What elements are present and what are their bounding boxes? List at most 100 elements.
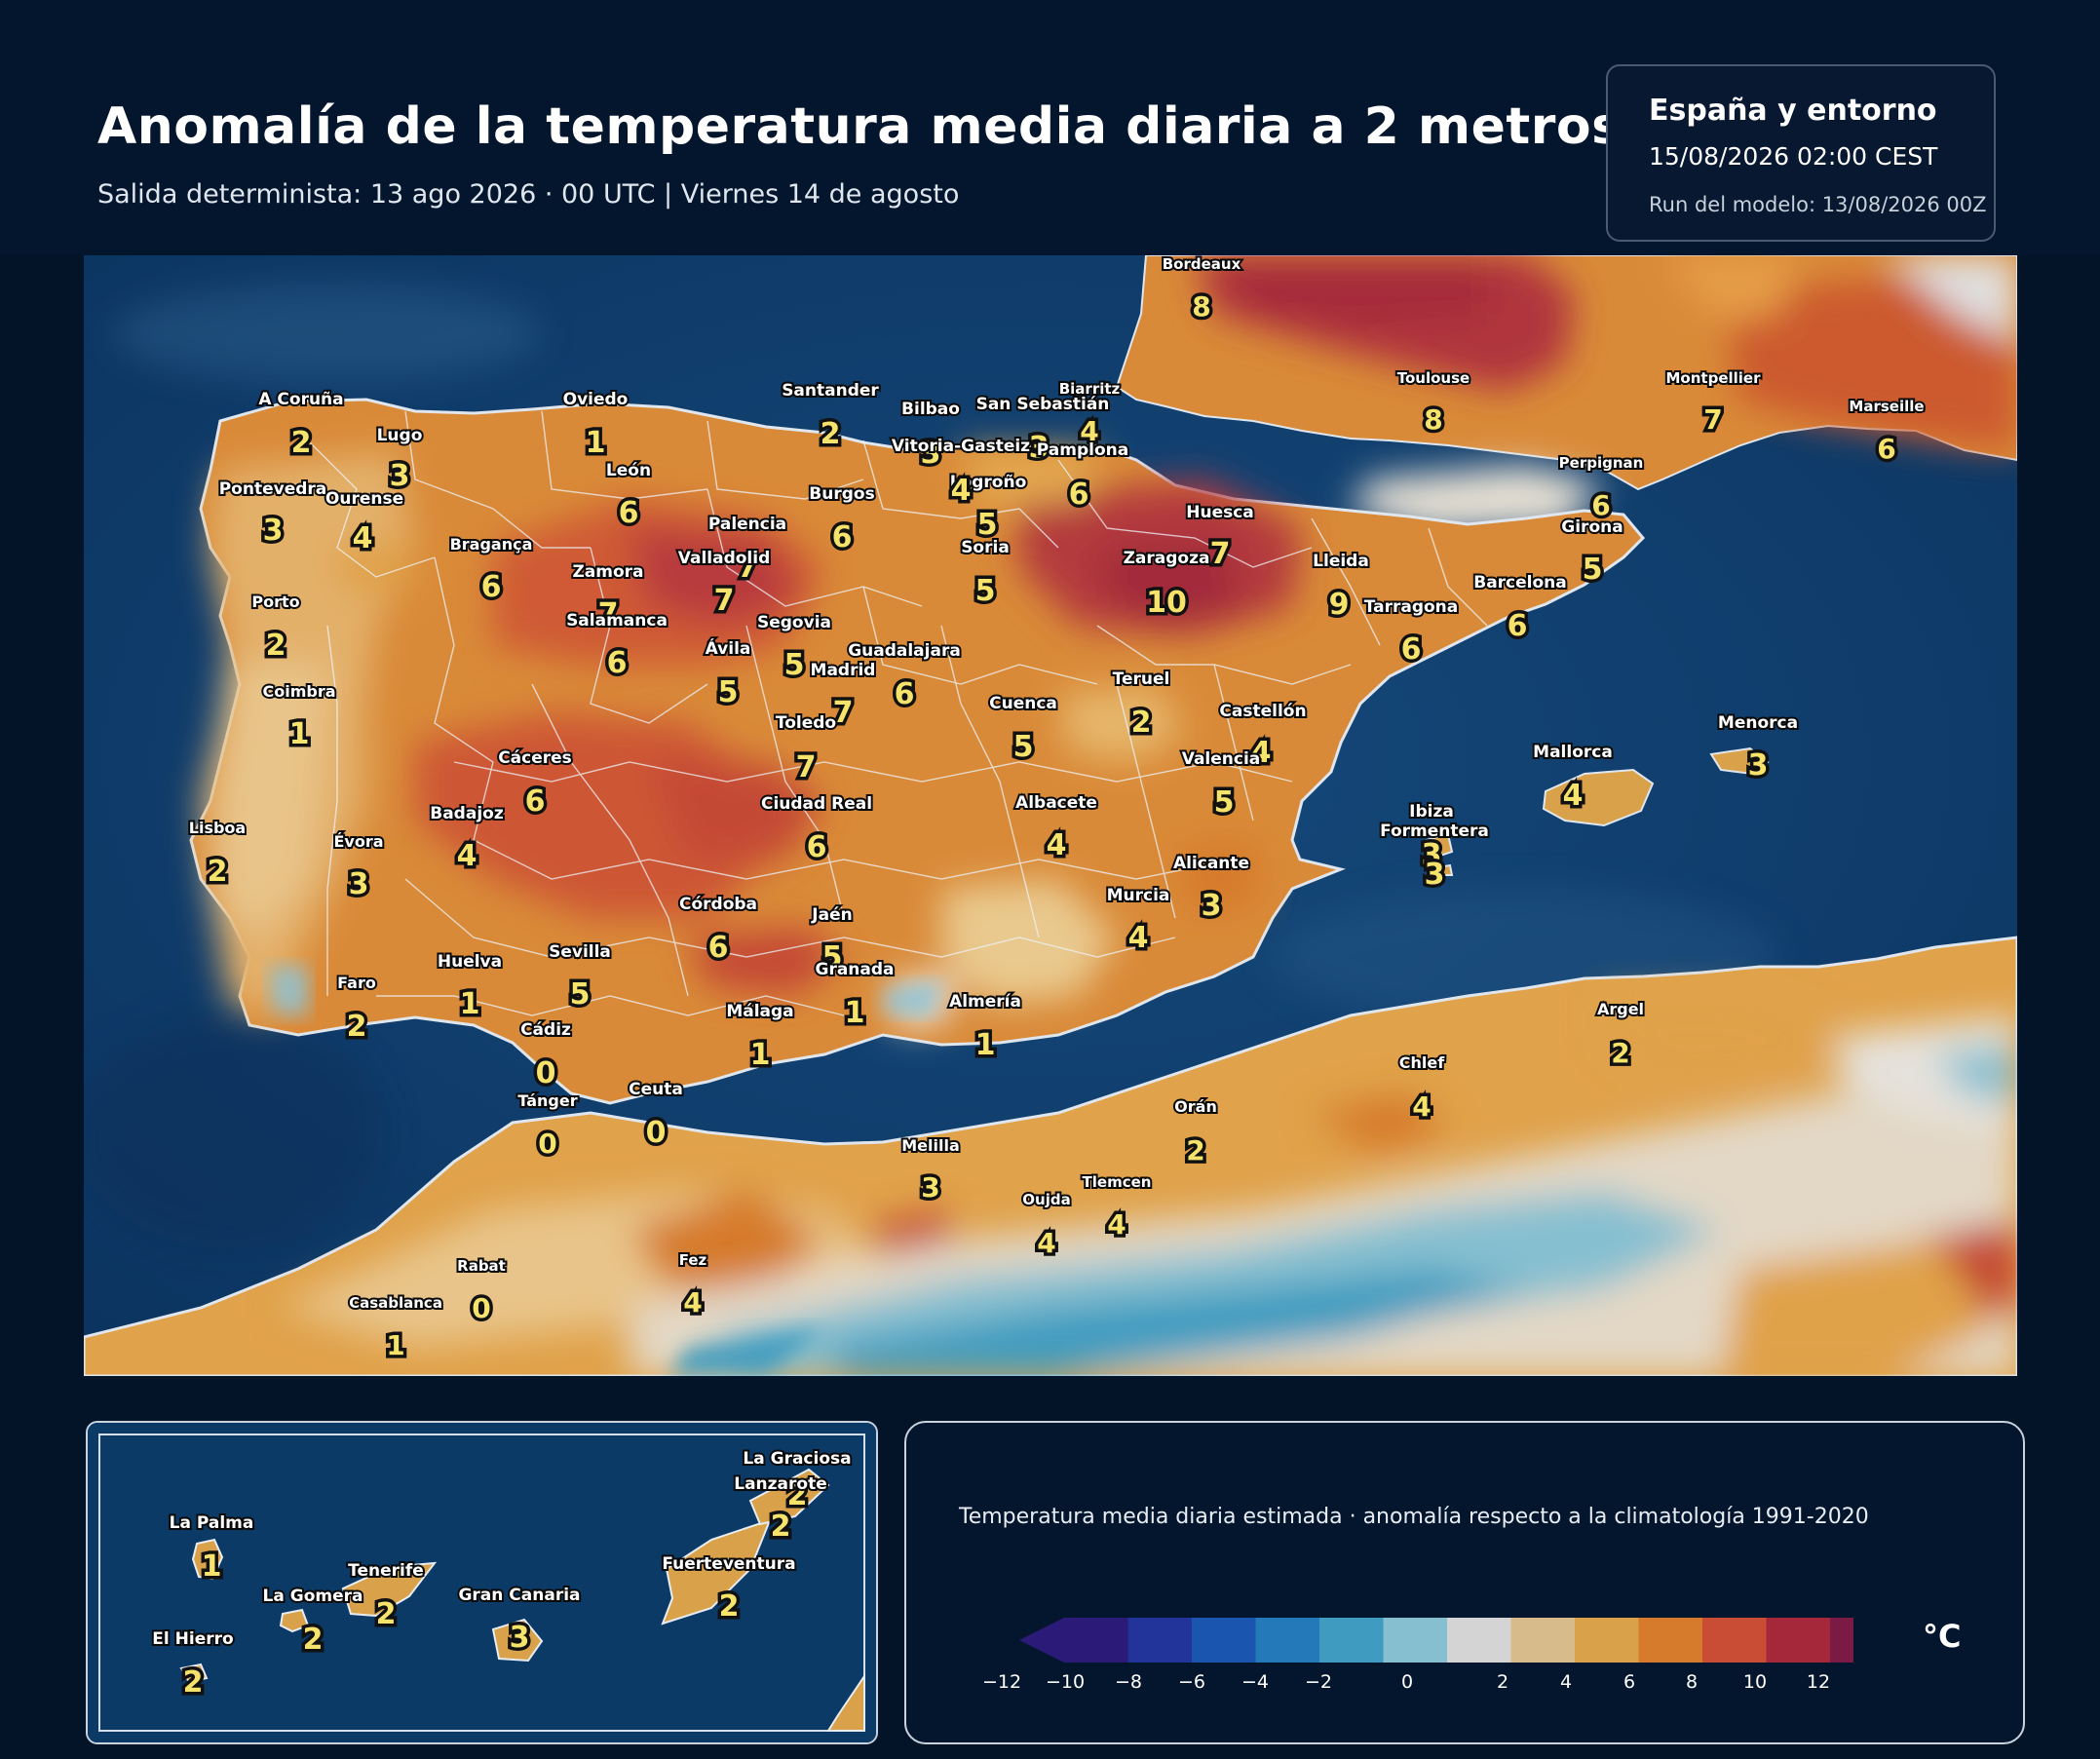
svg-text:3: 3 bbox=[921, 437, 941, 471]
place-mallorca: Mallorca 4 bbox=[1531, 741, 1615, 817]
svg-text:3: 3 bbox=[921, 1171, 939, 1204]
svg-text:Fez: Fez bbox=[679, 1251, 707, 1269]
svg-text:2: 2 bbox=[1131, 706, 1152, 740]
svg-text:6: 6 bbox=[832, 520, 853, 554]
svg-text:10: 10 bbox=[1146, 586, 1187, 620]
svg-text:1: 1 bbox=[750, 1038, 771, 1072]
place-oran: Orán 2 bbox=[1172, 1095, 1219, 1170]
colorbar-tick-label: 8 bbox=[1685, 1671, 1699, 1693]
place-fuerteventura: Fuerteventura 2 bbox=[660, 1552, 797, 1627]
north-africa-land bbox=[84, 936, 2017, 1376]
place-oujda: Oujda 4 bbox=[1020, 1189, 1072, 1263]
place-bilbao: Bilbao 3 bbox=[899, 398, 962, 475]
svg-text:5: 5 bbox=[718, 675, 739, 709]
svg-text:6: 6 bbox=[1508, 609, 1528, 643]
province-borders bbox=[307, 410, 1488, 1016]
colorbar-tick-label: −12 bbox=[981, 1671, 1022, 1693]
svg-text:3: 3 bbox=[1422, 838, 1442, 872]
svg-text:Zaragoza: Zaragoza bbox=[1124, 549, 1210, 568]
svg-text:3: 3 bbox=[263, 514, 284, 548]
svg-text:4: 4 bbox=[1128, 921, 1149, 955]
colorbar-segment bbox=[1766, 1618, 1831, 1663]
place-valencia: Valencia 5 bbox=[1180, 747, 1263, 823]
legend-panel: Temperatura media diaria estimada · anom… bbox=[904, 1421, 2025, 1744]
svg-text:Menorca: Menorca bbox=[1718, 713, 1798, 733]
svg-text:2: 2 bbox=[771, 1510, 791, 1544]
place-faro: Faro 2 bbox=[335, 972, 378, 1048]
place-teruel: Teruel 2 bbox=[1111, 668, 1172, 744]
svg-text:Tarragona: Tarragona bbox=[1364, 597, 1459, 617]
svg-text:2: 2 bbox=[303, 1623, 324, 1657]
svg-text:Segovia: Segovia bbox=[757, 613, 831, 632]
colorbar-segment bbox=[1192, 1618, 1256, 1663]
place-vitoria: Vitoria-Gasteiz bbox=[890, 435, 1032, 458]
svg-text:Cádiz: Cádiz bbox=[520, 1020, 571, 1040]
svg-text:Bordeaux: Bordeaux bbox=[1163, 255, 1241, 273]
valid-time: 15/08/2026 02:00 CEST bbox=[1649, 142, 1938, 171]
svg-text:5: 5 bbox=[1013, 730, 1034, 764]
place-lisboa: Lisboa 2 bbox=[187, 817, 248, 893]
svg-text:Lugo: Lugo bbox=[377, 426, 423, 445]
place-ibiza: Ibiza 3 bbox=[1407, 800, 1456, 876]
svg-text:6: 6 bbox=[607, 646, 628, 680]
svg-text:Rabat: Rabat bbox=[457, 1257, 506, 1275]
svg-text:Toulouse: Toulouse bbox=[1397, 369, 1470, 387]
svg-text:5: 5 bbox=[570, 977, 591, 1012]
svg-text:3: 3 bbox=[1202, 889, 1222, 923]
svg-text:3: 3 bbox=[1029, 431, 1050, 465]
svg-text:A Coruña: A Coruña bbox=[258, 390, 343, 409]
svg-text:4: 4 bbox=[457, 839, 477, 873]
place-porto: Porto 2 bbox=[249, 591, 301, 667]
svg-text:6: 6 bbox=[1401, 632, 1422, 667]
place-segovia: Segovia 5 bbox=[755, 611, 833, 686]
svg-text:Gran Canaria: Gran Canaria bbox=[458, 1586, 580, 1605]
svg-text:2: 2 bbox=[266, 629, 286, 663]
place-argel: Argel 2 bbox=[1595, 998, 1646, 1073]
svg-text:Córdoba: Córdoba bbox=[679, 895, 757, 914]
svg-text:6: 6 bbox=[708, 931, 729, 965]
svg-text:Salamanca: Salamanca bbox=[566, 611, 668, 631]
svg-text:7: 7 bbox=[738, 551, 758, 585]
svg-text:Palencia: Palencia bbox=[708, 515, 786, 534]
svg-text:Málaga: Málaga bbox=[726, 1002, 793, 1021]
svg-text:Santander: Santander bbox=[782, 381, 879, 401]
place-murcia: Murcia 4 bbox=[1105, 884, 1172, 959]
svg-text:1: 1 bbox=[586, 426, 606, 460]
svg-text:2: 2 bbox=[347, 1010, 367, 1044]
place-ourense: Ourense 4 bbox=[324, 487, 405, 559]
map-places: Bordeaux 8 Toulouse 8 Montpellier 7 Marseil… bbox=[187, 255, 1927, 1365]
svg-text:Tlemcen: Tlemcen bbox=[1083, 1173, 1152, 1191]
place-menorca: Menorca 3 bbox=[1716, 711, 1800, 786]
colorbar-segment bbox=[1064, 1618, 1128, 1663]
main-map: Bordeaux 8 Toulouse 8 Montpellier 7 Marseil… bbox=[84, 255, 2017, 1376]
colorbar bbox=[1019, 1618, 1853, 1663]
svg-text:4: 4 bbox=[683, 1286, 702, 1319]
svg-text:León: León bbox=[606, 461, 651, 480]
svg-text:Lisboa: Lisboa bbox=[189, 819, 246, 837]
svg-text:Mallorca: Mallorca bbox=[1533, 743, 1613, 762]
place-gran-canaria: Gran Canaria 3 bbox=[456, 1584, 582, 1659]
svg-text:5: 5 bbox=[784, 648, 805, 682]
svg-text:8: 8 bbox=[1424, 403, 1442, 436]
svg-text:Biarritz: Biarritz bbox=[1059, 380, 1121, 398]
svg-text:Ávila: Ávila bbox=[706, 637, 751, 659]
svg-text:Soria: Soria bbox=[961, 538, 1010, 557]
colorbar-tick-label: −6 bbox=[1177, 1671, 1206, 1693]
svg-text:Lanzarote: Lanzarote bbox=[734, 1474, 827, 1494]
svg-text:Badajoz: Badajoz bbox=[430, 804, 504, 823]
svg-text:4: 4 bbox=[1080, 415, 1098, 447]
svg-text:Teruel: Teruel bbox=[1113, 669, 1170, 689]
place-santander: Santander 2 bbox=[780, 379, 881, 455]
svg-text:0: 0 bbox=[646, 1116, 667, 1150]
svg-text:2: 2 bbox=[1611, 1037, 1629, 1069]
place-salamanca: Salamanca 6 bbox=[564, 609, 669, 684]
svg-text:Vitoria-Gasteiz: Vitoria-Gasteiz bbox=[892, 437, 1030, 456]
svg-text:Madrid: Madrid bbox=[811, 661, 876, 680]
place-melilla: Melilla 3 bbox=[899, 1134, 962, 1207]
svg-text:Guadalajara: Guadalajara bbox=[848, 641, 961, 661]
svg-text:Évora: Évora bbox=[333, 832, 383, 851]
place-huesca: Huesca 7 bbox=[1184, 501, 1256, 575]
svg-text:Sevilla: Sevilla bbox=[549, 942, 611, 962]
place-lleida: Lleida 9 bbox=[1311, 550, 1371, 626]
